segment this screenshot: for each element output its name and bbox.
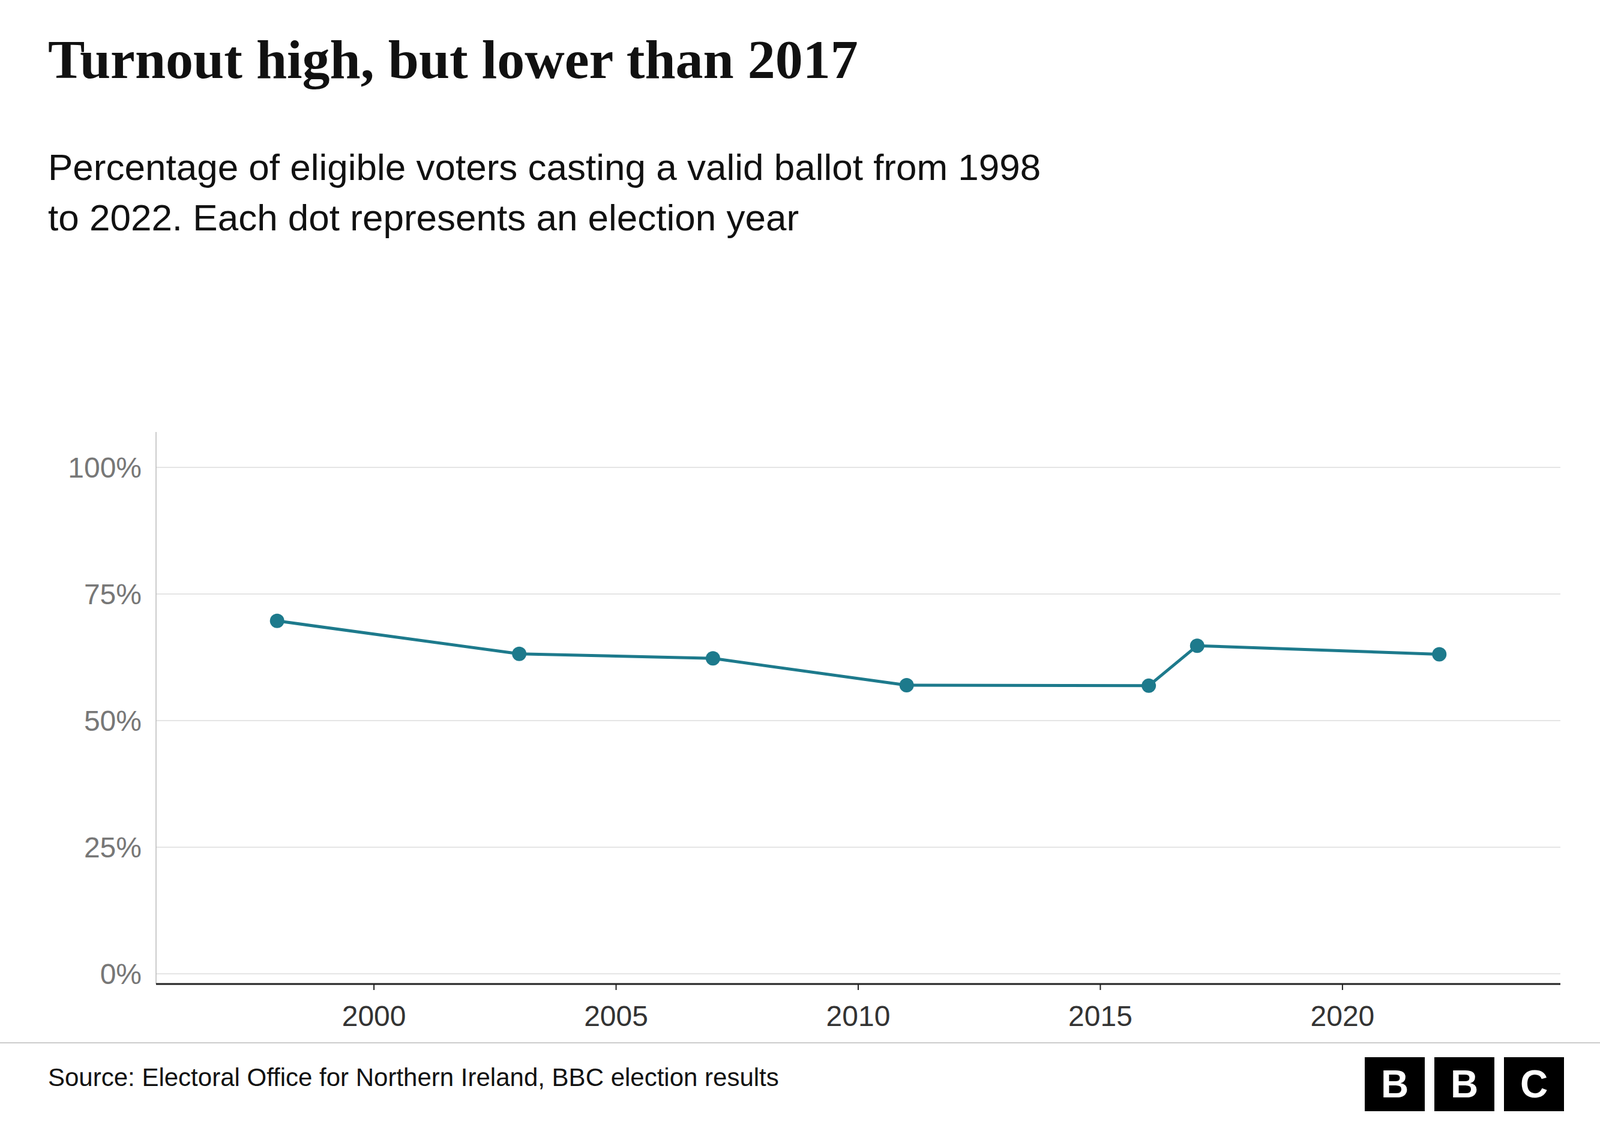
logo-letter: B bbox=[1380, 1062, 1409, 1107]
y-tick-label: 25% bbox=[84, 831, 142, 864]
y-tick-label: 50% bbox=[84, 705, 142, 737]
grid-line bbox=[156, 720, 1561, 722]
x-tick bbox=[615, 984, 617, 991]
subtitle: to 2022. Each dot represents an election… bbox=[48, 196, 799, 239]
y-grid bbox=[156, 467, 1561, 975]
title: Turnout high, but lower than 2017 bbox=[48, 28, 859, 91]
logo-box bbox=[1434, 1057, 1495, 1112]
y-axis-line bbox=[155, 432, 157, 985]
x-tick-label: 2020 bbox=[1310, 1000, 1375, 1033]
turnout-point bbox=[1141, 678, 1156, 694]
grid-line bbox=[156, 846, 1561, 849]
turnout-point bbox=[511, 646, 527, 662]
x-tick-label: 2005 bbox=[583, 1000, 649, 1033]
source: Source: Electoral Office for Northern Ir… bbox=[48, 1063, 779, 1092]
x-tick bbox=[373, 984, 375, 991]
turnout-point bbox=[270, 613, 285, 629]
grid-line bbox=[156, 466, 1561, 469]
grid-line bbox=[156, 973, 1561, 975]
x-tick bbox=[857, 984, 859, 991]
y-tick-label: 100% bbox=[67, 451, 142, 484]
turnout-line bbox=[277, 621, 1440, 686]
logo-box bbox=[1364, 1057, 1425, 1112]
x-tick-label: 2000 bbox=[342, 1000, 407, 1033]
subtitle: Percentage of eligible voters casting a … bbox=[48, 146, 1041, 188]
turnout-point bbox=[705, 651, 721, 666]
logo-box bbox=[1503, 1057, 1564, 1112]
grid-line bbox=[156, 593, 1561, 595]
x-tick-label: 2010 bbox=[826, 1000, 891, 1033]
x-tick bbox=[1341, 984, 1344, 991]
page: {"chart_data": { "type": "line", "title"… bbox=[0, 0, 1600, 1125]
logo: BBC bbox=[1364, 1057, 1564, 1112]
turnout-point bbox=[1190, 638, 1205, 653]
x-tick bbox=[1099, 984, 1101, 991]
y-tick-label: 75% bbox=[84, 578, 142, 611]
chart: Turnout high, but lower than 2017 Percent… bbox=[0, 0, 1600, 1125]
y-tick-label: 0% bbox=[100, 958, 142, 991]
footer-separator bbox=[0, 1042, 1600, 1044]
turnout-point bbox=[899, 678, 915, 693]
turnout-point bbox=[1431, 647, 1447, 662]
x-tick-label: 2015 bbox=[1068, 1000, 1133, 1033]
data-group bbox=[270, 613, 1447, 694]
logo-letter: B bbox=[1450, 1062, 1479, 1107]
logo-letter: C bbox=[1520, 1062, 1548, 1107]
